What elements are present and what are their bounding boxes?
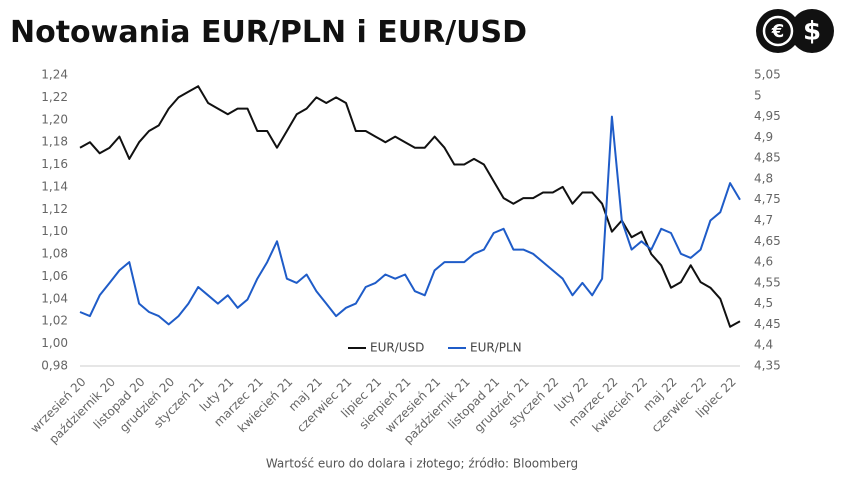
y-tick-label: 4,35 (754, 359, 781, 373)
y-tick-label: 1,00 (41, 336, 68, 350)
y-tick-label: 0,98 (41, 359, 68, 373)
y-tick-label: 4,6 (754, 255, 773, 269)
caption: Wartość euro do dolara i złotego; źródło… (266, 457, 578, 471)
y-tick-label: 4,55 (754, 275, 781, 289)
y-tick-label: 4,65 (754, 234, 781, 248)
y-tick-label: 4,4 (754, 338, 773, 352)
logo-circle (790, 9, 834, 53)
y-tick-label: 1,22 (41, 90, 68, 104)
y-tick-label: 4,5 (754, 296, 773, 310)
y-tick-label: 1,04 (41, 291, 68, 305)
logo: € $ (756, 9, 834, 53)
series-line (79, 115, 741, 326)
logo-dollar: $ (803, 17, 821, 47)
y-tick-label: 4,8 (754, 171, 773, 185)
y-tick-label: 4,7 (754, 213, 773, 227)
y-tick-label: 1,16 (41, 157, 68, 171)
y-tick-label: 1,08 (41, 247, 68, 261)
logo-ring (762, 15, 794, 47)
series-line (79, 85, 741, 328)
y-tick-label: 5 (754, 88, 762, 102)
legend-label: EUR/PLN (470, 341, 522, 355)
y-tick-label: 1,06 (41, 269, 68, 283)
logo-circle (756, 9, 800, 53)
y-tick-label: 1,02 (41, 314, 68, 328)
y-tick-label: 1,20 (41, 112, 68, 126)
logo-euro: € (771, 21, 785, 42)
y-tick-label: 1,18 (41, 135, 68, 149)
y-tick-label: 4,45 (754, 317, 781, 331)
chart-title: Notowania EUR/PLN i EUR/USD (10, 15, 527, 50)
y-tick-label: 4,75 (754, 192, 781, 206)
y-tick-label: 4,9 (754, 130, 773, 144)
y-tick-label: 4,95 (754, 109, 781, 123)
y-tick-label: 1,14 (41, 179, 68, 193)
y-tick-label: 1,12 (41, 202, 68, 216)
y-tick-label: 1,10 (41, 224, 68, 238)
y-tick-label: 4,85 (754, 151, 781, 165)
y-tick-label: 1,24 (41, 68, 68, 82)
y-tick-label: 5,05 (754, 68, 781, 82)
legend-label: EUR/USD (370, 341, 424, 355)
